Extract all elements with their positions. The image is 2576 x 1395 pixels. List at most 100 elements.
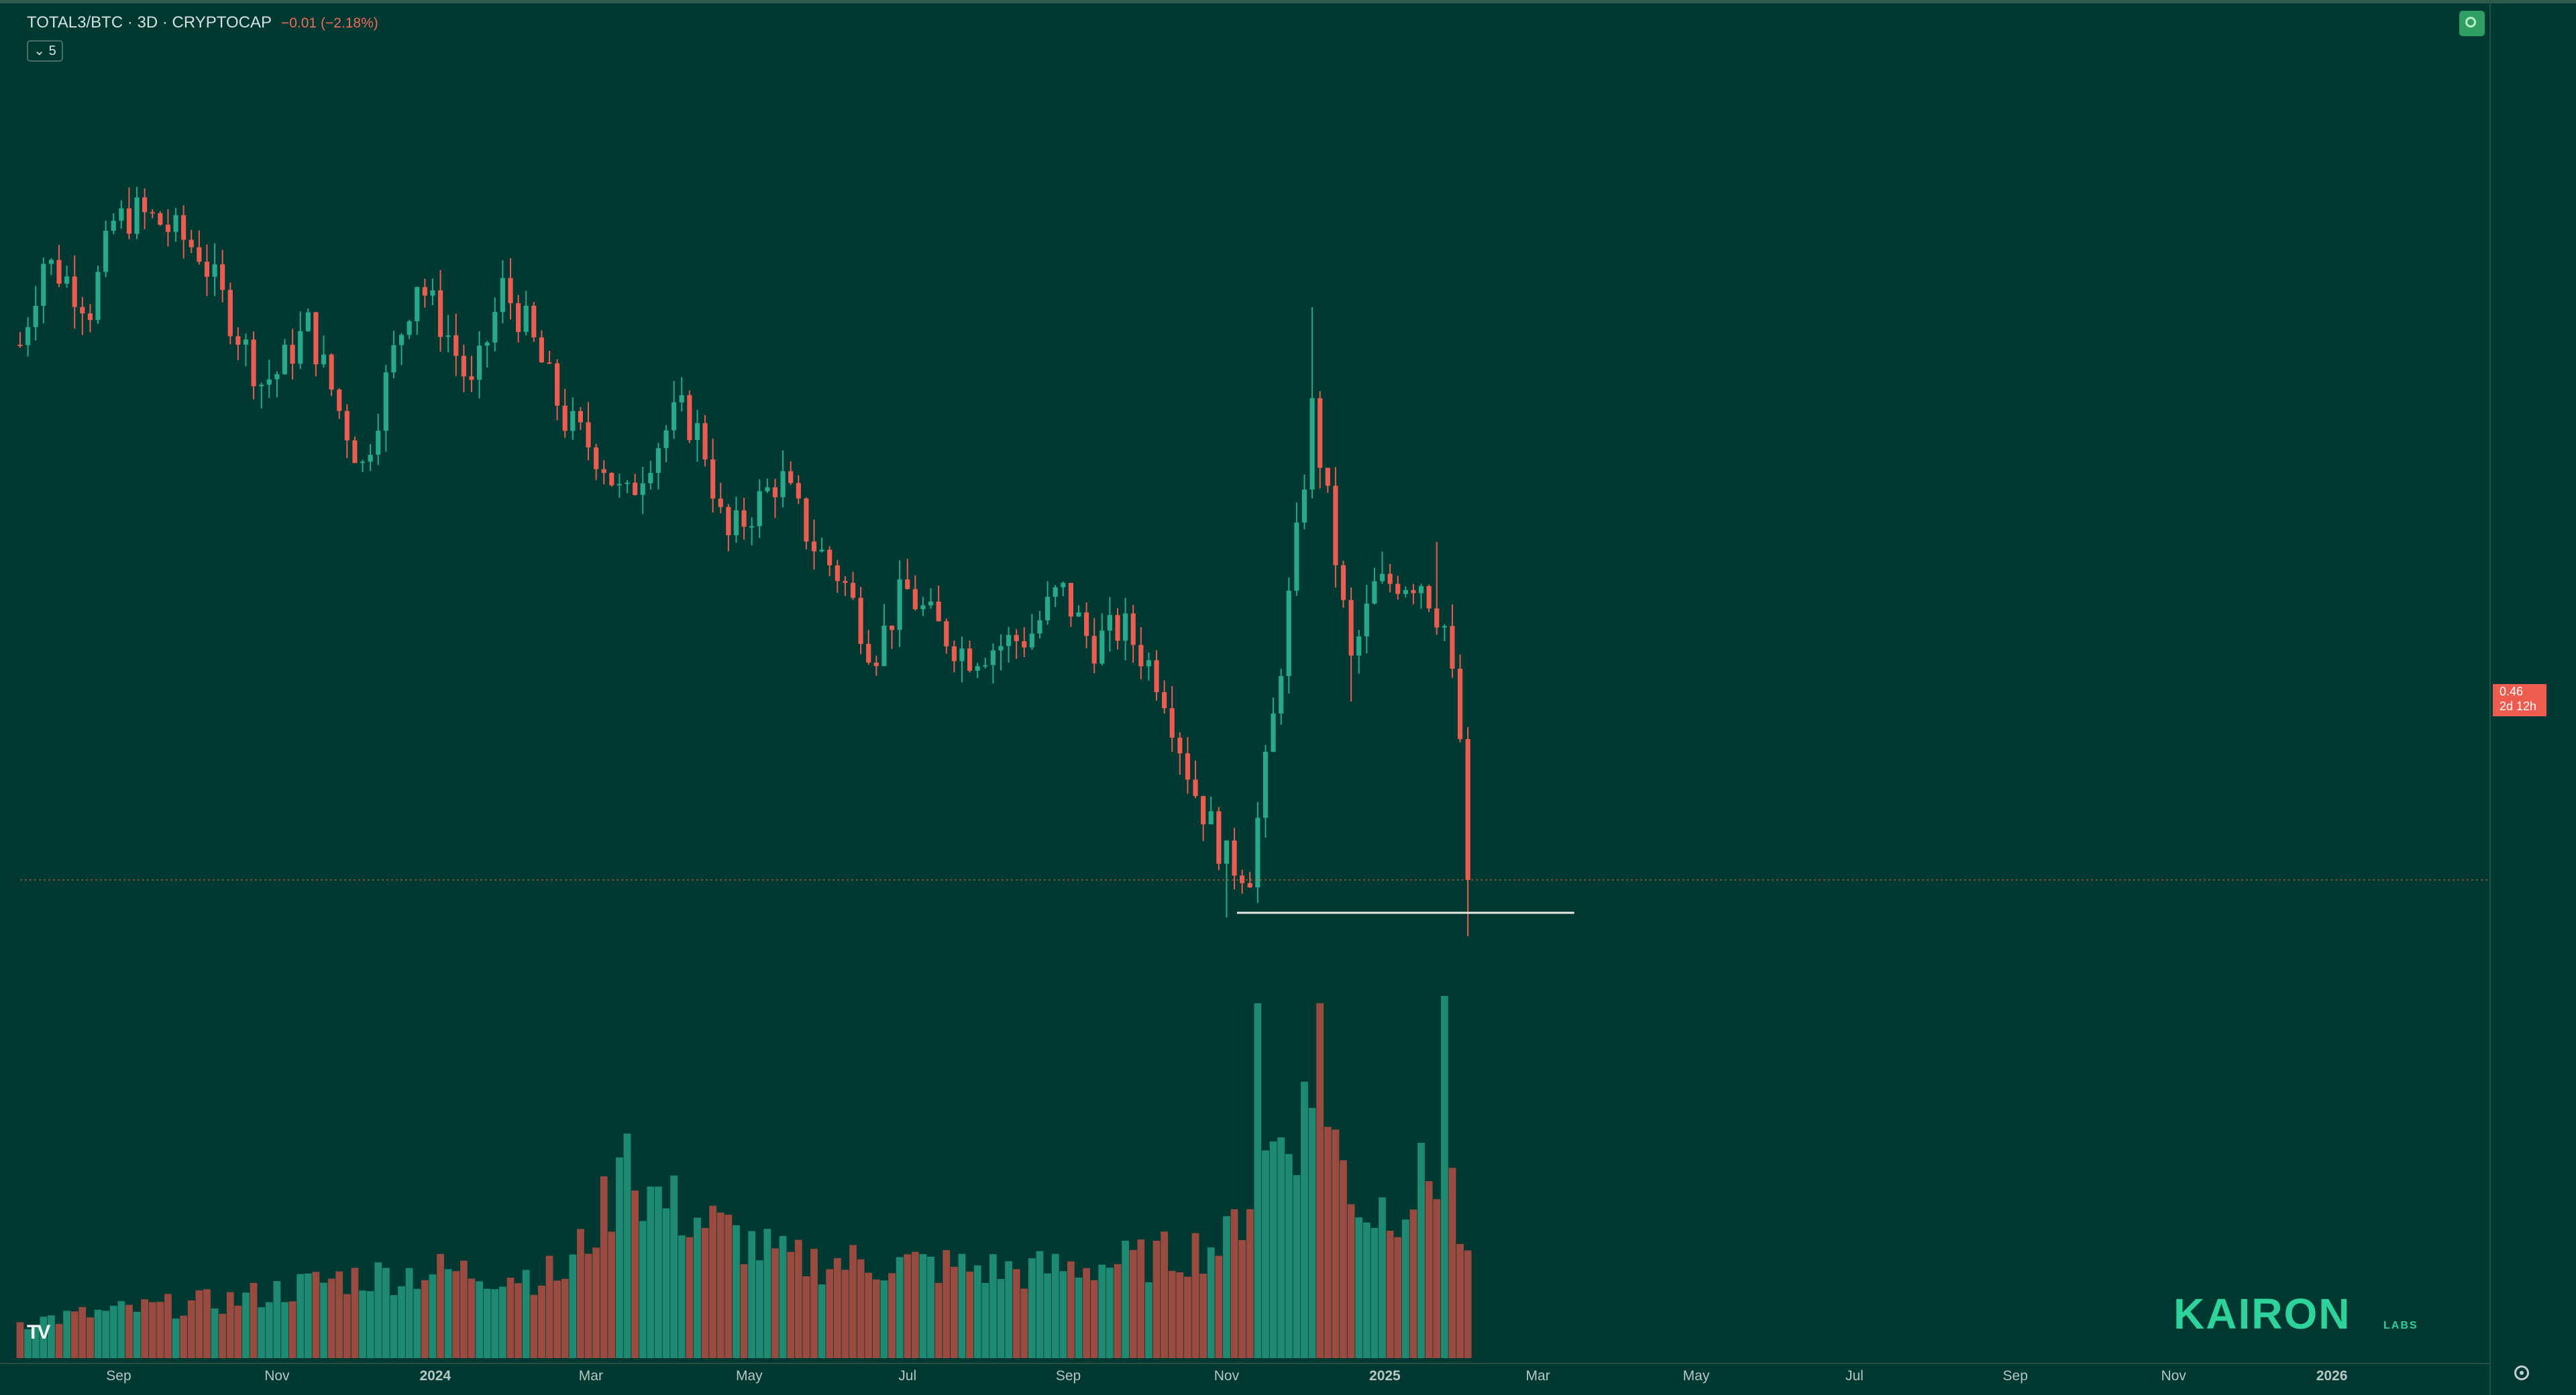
- volume-bar-down: [608, 1231, 616, 1358]
- x-tick-label: May: [736, 1368, 763, 1384]
- volume-bar-up: [1277, 1137, 1285, 1358]
- volume-bar-up: [1293, 1175, 1301, 1358]
- volume-bar-down: [1083, 1268, 1090, 1358]
- volume-bar-down: [164, 1294, 172, 1358]
- volume-bar-down: [545, 1256, 553, 1358]
- refresh-icon[interactable]: [2459, 11, 2485, 36]
- candle-down: [889, 625, 895, 630]
- candle-down: [1434, 608, 1440, 628]
- candle-down: [1457, 669, 1463, 739]
- candle-up: [1224, 840, 1230, 864]
- volume-bar-down: [833, 1258, 841, 1358]
- candle-down: [718, 498, 723, 507]
- volume-bar-down: [1191, 1233, 1199, 1358]
- candle-up: [1379, 573, 1385, 581]
- candle-down: [251, 339, 256, 386]
- volume-bar-down: [1161, 1231, 1169, 1358]
- candle-up: [640, 483, 645, 495]
- volume-bar-down: [872, 1279, 880, 1358]
- candle-down: [866, 644, 871, 663]
- volume-bar-up: [1308, 1107, 1316, 1358]
- candle-down: [726, 506, 731, 536]
- volume-bar-down: [530, 1294, 538, 1358]
- candle-down: [1340, 565, 1346, 600]
- volume-bar-down: [1176, 1272, 1184, 1358]
- volume-bar-up: [429, 1274, 437, 1358]
- candle-up: [780, 471, 786, 498]
- candle-down: [1216, 811, 1222, 864]
- volume-bar-down: [1246, 1209, 1254, 1358]
- candle-down: [1022, 640, 1027, 648]
- volume-bar-up: [265, 1302, 273, 1358]
- volume-bar-down: [1152, 1241, 1161, 1358]
- candle-up: [648, 473, 653, 484]
- candle-down: [72, 276, 77, 307]
- volume-bar-up: [320, 1282, 327, 1358]
- collapse-indicators-button[interactable]: ⌄ 5: [27, 40, 63, 62]
- candle-up: [259, 384, 264, 386]
- volume-bar-up: [1301, 1081, 1308, 1358]
- candle-down: [951, 646, 957, 661]
- candle-up: [119, 208, 124, 221]
- chart-legend: TOTAL3/BTC · 3D · CRYPTOCAP −0.01 (−2.18%…: [27, 13, 378, 32]
- candle-down: [1232, 840, 1237, 876]
- volume-bar-up: [359, 1290, 366, 1358]
- volume-bar-down: [460, 1260, 468, 1358]
- candle-up: [1037, 620, 1042, 634]
- volume-bar-down: [1129, 1249, 1137, 1358]
- candle-down: [1201, 795, 1206, 825]
- volume-bar-up: [662, 1208, 670, 1358]
- candle-up: [1053, 587, 1058, 597]
- candle-down: [1325, 467, 1330, 486]
- volume-bar-down: [437, 1253, 444, 1358]
- last-price-value: 0.46: [2500, 685, 2524, 698]
- candle-up: [523, 305, 529, 332]
- candle-up: [212, 264, 217, 277]
- volume-bar-up: [1401, 1219, 1409, 1358]
- volume-bar-down: [1168, 1270, 1176, 1358]
- symbol-label[interactable]: TOTAL3/BTC · 3D · CRYPTOCAP: [27, 13, 272, 32]
- candle-down: [1169, 708, 1175, 738]
- volume-bar-up: [623, 1133, 631, 1358]
- candle-down: [204, 262, 210, 277]
- candle-up: [274, 374, 280, 380]
- candle-down: [1411, 590, 1416, 594]
- volume-bar-down: [195, 1290, 203, 1358]
- volume-bar-up: [973, 1265, 981, 1358]
- volume-bar-down: [55, 1323, 63, 1358]
- volume-bar-up: [24, 1329, 32, 1358]
- volume-bar-up: [172, 1319, 180, 1358]
- candle-down: [788, 471, 794, 484]
- candle-down: [181, 215, 186, 240]
- volume-bar-down: [810, 1249, 818, 1358]
- x-tick-label: Jul: [1845, 1368, 1864, 1384]
- volume-bar-down: [226, 1292, 234, 1358]
- volume-bar-down: [592, 1247, 600, 1358]
- volume-bar-up: [297, 1274, 305, 1358]
- volume-bar-up: [444, 1269, 452, 1358]
- candle-up: [305, 312, 311, 331]
- candle-down: [1115, 614, 1120, 641]
- volume-bar-up: [366, 1291, 374, 1358]
- candle-down: [1014, 634, 1019, 641]
- settings-gear-icon[interactable]: [2514, 1365, 2529, 1380]
- candle-down: [235, 336, 241, 345]
- candle-down: [461, 355, 466, 377]
- volume-bar-up: [1098, 1264, 1106, 1358]
- candle-down: [1068, 583, 1073, 617]
- candle-up: [64, 276, 70, 284]
- candle-up: [41, 264, 46, 306]
- volume-bar-down: [849, 1245, 857, 1358]
- candle-down: [835, 565, 840, 581]
- tradingview-logo[interactable]: TV: [27, 1321, 50, 1343]
- candle-down: [741, 510, 747, 527]
- candle-up: [679, 395, 684, 402]
- volume-bar-down: [1114, 1264, 1122, 1358]
- candle-down: [858, 598, 863, 645]
- candle-down: [56, 260, 62, 284]
- candle-up: [282, 345, 288, 374]
- x-tick-label: 2026: [2316, 1368, 2348, 1384]
- volume-bar-up: [304, 1273, 312, 1358]
- volume-bar-down: [1137, 1239, 1145, 1358]
